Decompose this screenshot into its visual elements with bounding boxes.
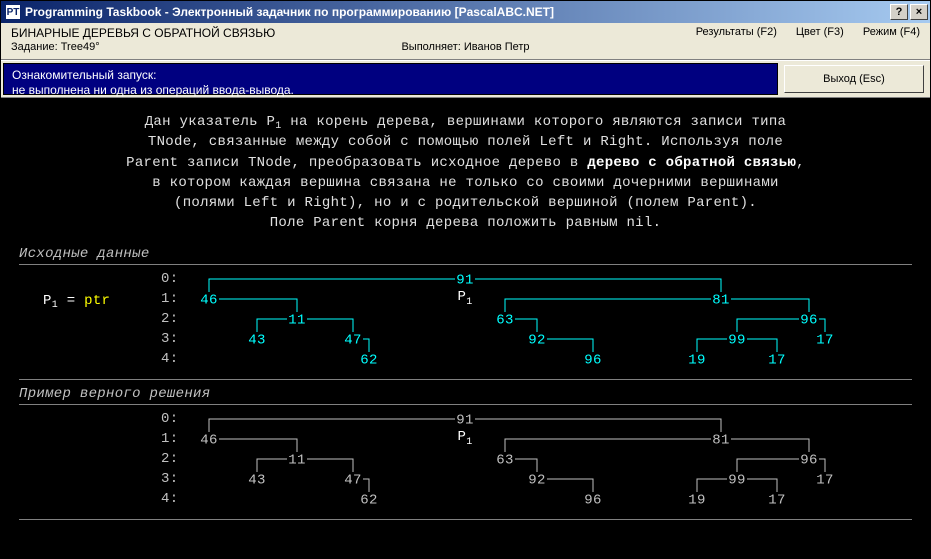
- svg-text:11: 11: [288, 452, 305, 468]
- divider: [19, 264, 912, 265]
- svg-text:46: 46: [200, 292, 217, 308]
- svg-text:17: 17: [816, 472, 833, 488]
- svg-text:96: 96: [584, 492, 601, 508]
- svg-text:81: 81: [712, 292, 729, 308]
- example-tree: 0: 1: 2: 3: 4: 91 46 81 11 63 96 43 47 92 99 17 62 96 19 17…: [19, 409, 912, 517]
- exit-button[interactable]: Выход (Esc): [784, 65, 924, 93]
- row-label: 0:: [161, 411, 178, 427]
- section-input-title: Исходные данные: [19, 246, 912, 262]
- help-button[interactable]: ?: [890, 4, 908, 20]
- section-example-title: Пример верного решения: [19, 386, 912, 402]
- svg-text:46: 46: [200, 432, 217, 448]
- svg-text:43: 43: [248, 472, 265, 488]
- status-line1: Ознакомительный запуск:: [12, 68, 769, 83]
- svg-text:99: 99: [728, 332, 745, 348]
- divider: [19, 404, 912, 405]
- content-area: Дан указатель P1 на корень дерева, верши…: [1, 98, 930, 559]
- app-icon: PT: [5, 4, 21, 20]
- menu-bar: Результаты (F2) Цвет (F3) Режим (F4): [680, 26, 920, 38]
- menu-results[interactable]: Результаты (F2): [696, 26, 777, 38]
- titlebar: PT Programming Taskbook - Электронный за…: [1, 1, 930, 23]
- header-panel: БИНАРНЫЕ ДЕРЕВЬЯ С ОБРАТНОЙ СВЯЗЬЮ Задан…: [1, 23, 930, 60]
- status-line2: не выполнена ни одна из операций ввода-в…: [12, 83, 769, 98]
- row-label: 3:: [161, 331, 178, 347]
- svg-text:17: 17: [768, 492, 785, 508]
- svg-text:96: 96: [584, 352, 601, 368]
- row-label: 3:: [161, 471, 178, 487]
- row-label: 0:: [161, 271, 178, 287]
- svg-text:47: 47: [344, 332, 361, 348]
- divider: [19, 519, 912, 520]
- svg-text:62: 62: [360, 492, 377, 508]
- svg-text:19: 19: [688, 492, 705, 508]
- svg-text:17: 17: [768, 352, 785, 368]
- svg-text:63: 63: [496, 312, 513, 328]
- svg-text:19: 19: [688, 352, 705, 368]
- svg-text:81: 81: [712, 432, 729, 448]
- input-tree: P1 = ptr 0: 1: 2: 3: 4: 91 46 81 11 63 96 43 47 92 99 1…: [19, 269, 912, 377]
- svg-text:91: 91: [456, 272, 473, 288]
- svg-text:P1: P1: [457, 289, 472, 308]
- task-description: Дан указатель P1 на корень дерева, верши…: [19, 112, 912, 234]
- menu-color[interactable]: Цвет (F3): [796, 26, 844, 38]
- pointer-label: P1 = ptr: [43, 293, 110, 309]
- svg-text:62: 62: [360, 352, 377, 368]
- svg-text:99: 99: [728, 472, 745, 488]
- row-label: 1:: [161, 291, 178, 307]
- svg-text:P1: P1: [457, 429, 472, 448]
- row-label: 1:: [161, 431, 178, 447]
- svg-text:63: 63: [496, 452, 513, 468]
- window-title: Programming Taskbook - Электронный задач…: [25, 5, 888, 19]
- svg-text:92: 92: [528, 332, 545, 348]
- svg-text:96: 96: [800, 312, 817, 328]
- svg-text:11: 11: [288, 312, 305, 328]
- status-bar: Ознакомительный запуск: не выполнена ни …: [1, 60, 930, 98]
- performer-label: Выполняет: Иванов Петр: [401, 41, 529, 53]
- status-message: Ознакомительный запуск: не выполнена ни …: [3, 63, 778, 95]
- svg-text:96: 96: [800, 452, 817, 468]
- svg-text:91: 91: [456, 412, 473, 428]
- row-label: 2:: [161, 311, 178, 327]
- svg-text:17: 17: [816, 332, 833, 348]
- divider: [19, 379, 912, 380]
- svg-text:92: 92: [528, 472, 545, 488]
- svg-text:47: 47: [344, 472, 361, 488]
- svg-text:43: 43: [248, 332, 265, 348]
- row-label: 2:: [161, 451, 178, 467]
- menu-mode[interactable]: Режим (F4): [863, 26, 920, 38]
- row-label: 4:: [161, 351, 178, 367]
- close-button[interactable]: ×: [910, 4, 928, 20]
- row-label: 4:: [161, 491, 178, 507]
